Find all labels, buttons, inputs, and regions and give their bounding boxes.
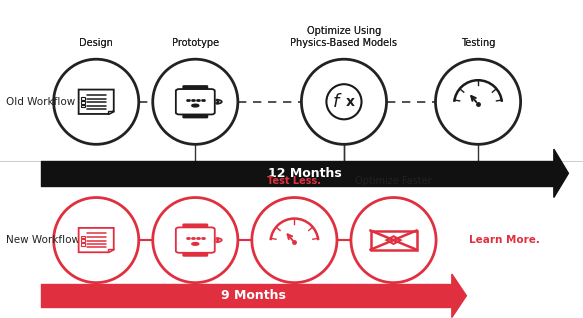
Ellipse shape — [351, 197, 436, 283]
Text: Testing: Testing — [461, 38, 495, 48]
Polygon shape — [108, 111, 114, 114]
Polygon shape — [452, 274, 466, 317]
Polygon shape — [81, 101, 85, 104]
Text: 12 Months: 12 Months — [268, 167, 342, 180]
Polygon shape — [81, 243, 85, 245]
Ellipse shape — [153, 197, 238, 283]
Text: Optimize Using
Physics-Based Models: Optimize Using Physics-Based Models — [290, 26, 398, 48]
Text: x: x — [346, 95, 354, 109]
Ellipse shape — [54, 197, 139, 283]
Polygon shape — [81, 239, 85, 242]
Text: Old Workflow: Old Workflow — [6, 97, 75, 107]
FancyBboxPatch shape — [176, 89, 215, 114]
Text: Testing: Testing — [461, 38, 495, 48]
FancyBboxPatch shape — [176, 227, 215, 253]
Text: Prototype: Prototype — [172, 38, 219, 48]
Text: 9 Months: 9 Months — [221, 289, 286, 302]
Polygon shape — [554, 149, 568, 197]
Text: Learn More.: Learn More. — [469, 235, 540, 245]
Polygon shape — [79, 90, 114, 114]
Ellipse shape — [301, 59, 387, 144]
Text: Test Less.: Test Less. — [268, 176, 321, 186]
FancyBboxPatch shape — [182, 112, 208, 118]
Text: Optimize Faster: Optimize Faster — [355, 176, 432, 186]
Polygon shape — [81, 236, 85, 238]
Text: Optimize Using
Physics-Based Models: Optimize Using Physics-Based Models — [290, 26, 398, 48]
Ellipse shape — [252, 197, 337, 283]
Text: Design: Design — [79, 38, 113, 48]
Polygon shape — [192, 104, 199, 107]
Polygon shape — [192, 243, 199, 245]
Text: Design: Design — [79, 38, 113, 48]
Polygon shape — [108, 249, 114, 252]
Polygon shape — [81, 98, 85, 100]
Ellipse shape — [153, 59, 238, 144]
Polygon shape — [81, 105, 85, 107]
Polygon shape — [79, 228, 114, 252]
FancyBboxPatch shape — [182, 85, 208, 92]
Text: New Workflow: New Workflow — [6, 235, 80, 245]
Ellipse shape — [54, 59, 139, 144]
FancyBboxPatch shape — [182, 224, 208, 230]
FancyBboxPatch shape — [182, 250, 208, 257]
Ellipse shape — [436, 59, 521, 144]
Text: $f$: $f$ — [332, 93, 342, 111]
Text: Prototype: Prototype — [172, 38, 219, 48]
